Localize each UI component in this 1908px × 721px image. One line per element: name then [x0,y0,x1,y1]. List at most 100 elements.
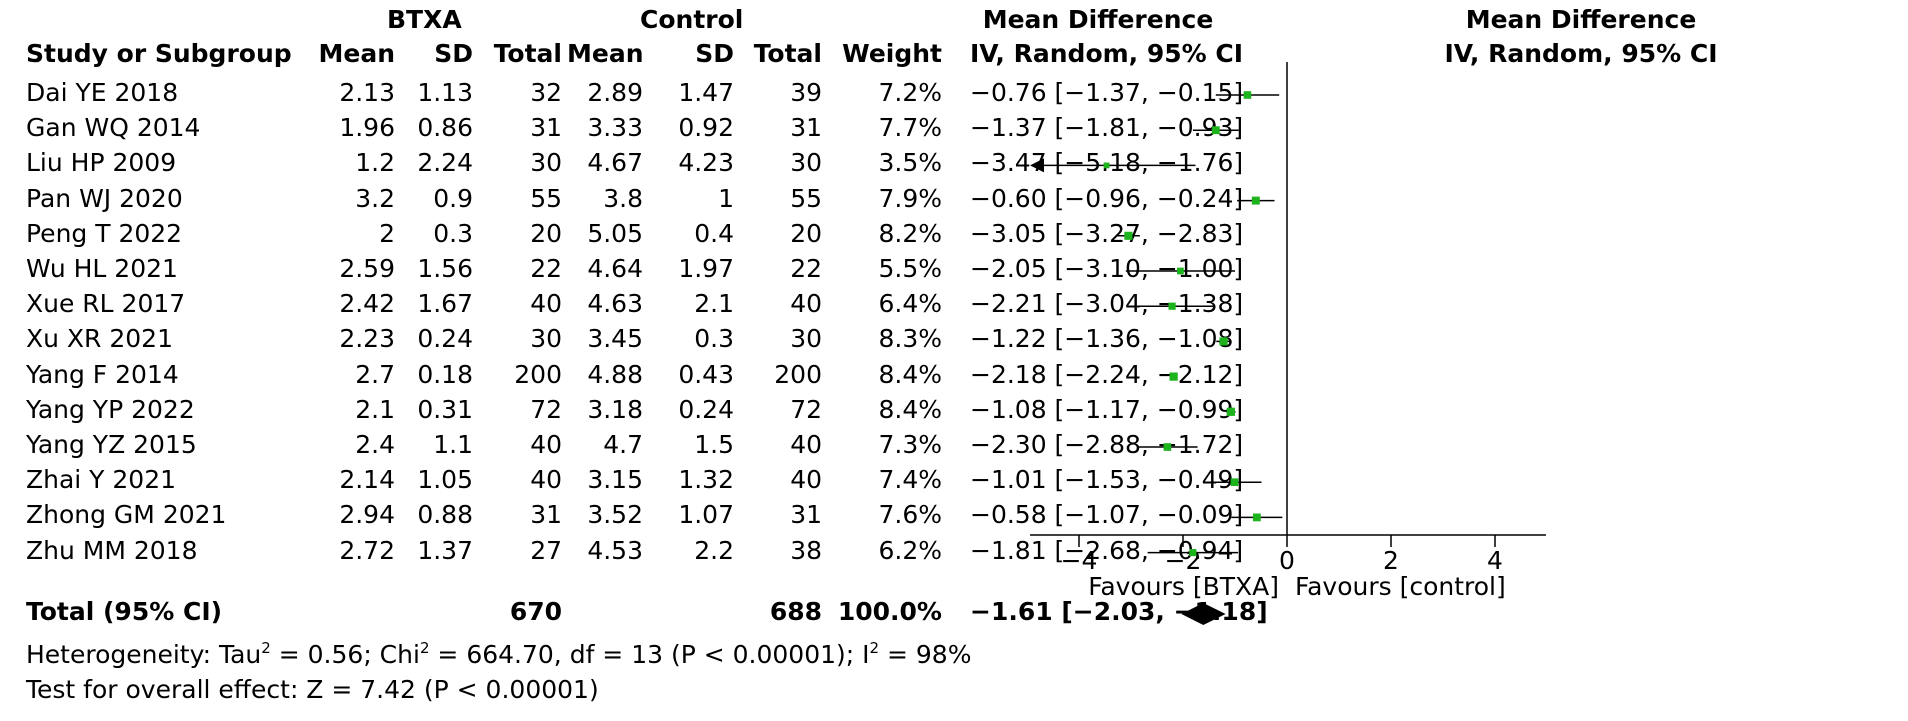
e-mean-cell: 2.4 [355,430,395,459]
c-sd-cell: 0.4 [694,218,734,248]
weight-cell: 7.7% [878,113,942,143]
ci-text-cell: −1.37 [−1.81, −0.93] [970,113,1244,143]
e-sd-cell: 0.24 [417,324,473,354]
e-total-cell: 40 [530,465,562,495]
c-total-cell: 40 [790,430,822,459]
c-mean-cell: 4.67 [587,148,643,178]
c-total-cell: 55 [790,183,822,213]
plot-title-header: Mean Difference [1465,5,1697,34]
effect-title-header: Mean Difference [982,5,1214,34]
x-tick-label: 4 [1487,546,1503,575]
e-mean-cell: 2.94 [339,500,395,530]
e-sd-cell: 1.56 [417,254,473,283]
e-total-header: Total [493,39,562,68]
weight-cell: 8.2% [878,218,942,248]
weight-cell: 8.4% [878,394,942,424]
c-sd-cell: 2.2 [694,535,734,565]
c-sd-cell: 1.97 [678,254,734,283]
study-name-cell: Dai YE 2018 [26,78,179,107]
effect-marker-8 [1219,337,1228,346]
ci-text-cell: −2.18 [−2.24, −2.12] [970,359,1244,389]
ci-text-cell: −0.76 [−1.37, −0.15] [970,78,1244,107]
plot-method-header: IV, Random, 95% CI [1444,39,1718,68]
e-mean-cell: 3.2 [355,183,395,213]
c-total-cell: 40 [790,465,822,495]
e-total-cell: 30 [530,324,562,354]
c-mean-cell: 4.63 [587,289,643,319]
c-mean-cell: 4.53 [587,535,643,565]
c-mean-header: Mean [567,39,644,68]
e-sd-cell: 0.18 [417,359,473,389]
effect-method-header: IV, Random, 95% CI [970,39,1244,68]
x-tick-label: 0 [1279,546,1295,575]
study-name-cell: Xue RL 2017 [26,289,186,319]
e-total-cell: 20 [530,218,562,248]
study-name-cell: Wu HL 2021 [26,254,178,283]
study-name-cell: Zhu MM 2018 [26,535,198,565]
study-name-cell: Peng T 2022 [26,218,183,248]
c-total-cell: 40 [790,289,822,319]
e-mean-cell: 2.14 [339,465,395,495]
weight-cell: 6.4% [878,289,942,319]
summary-diamond [1181,603,1226,625]
c-mean-cell: 3.45 [587,324,643,354]
e-total-cell: 31 [530,113,562,143]
e-total-cell: 32 [530,78,562,107]
weight-cell: 8.4% [878,359,942,389]
study-name-cell: Liu HP 2009 [26,148,177,178]
c-sd-cell: 1.5 [694,430,734,459]
x-tick-label: −4 [1061,546,1098,575]
e-mean-cell: 1.2 [355,148,395,178]
total-c-total: 688 [769,597,822,626]
study-name-cell: Zhai Y 2021 [26,465,177,495]
effect-marker-3 [1103,162,1110,169]
study-column-header: Study or Subgroup [26,39,292,68]
ci-text-cell: −1.01 [−1.53, −0.49] [970,465,1244,495]
c-total-cell: 72 [790,394,822,424]
c-total-cell: 31 [790,113,822,143]
effect-marker-11 [1163,443,1172,451]
x-tick-label: 2 [1383,546,1399,575]
ci-text-cell: −2.30 [−2.88, −1.72] [970,430,1244,459]
total-weight: 100.0% [837,597,942,626]
c-sd-cell: 1.07 [678,500,734,530]
favours-right-label: Favours [control] [1295,572,1506,601]
e-mean-cell: 2.72 [339,535,395,565]
e-total-cell: 200 [514,359,562,389]
weight-cell: 7.4% [878,465,942,495]
c-mean-cell: 3.33 [587,113,643,143]
overall-effect-text: Test for overall effect: Z = 7.42 (P < 0… [26,675,599,704]
c-mean-cell: 3.8 [603,183,643,213]
c-total-cell: 38 [790,535,822,565]
c-total-cell: 30 [790,148,822,178]
study-name-cell: Gan WQ 2014 [26,113,201,143]
e-mean-cell: 2.23 [339,324,395,354]
e-total-cell: 31 [530,500,562,530]
weight-cell: 7.2% [878,78,942,107]
ci-text-cell: −1.22 [−1.36, −1.08] [970,324,1244,354]
c-mean-cell: 3.52 [587,500,643,530]
c-sd-cell: 1.32 [678,465,734,495]
c-mean-cell: 3.18 [587,394,643,424]
e-sd-header: SD [434,39,473,68]
e-mean-cell: 2.7 [355,359,395,389]
weight-cell: 7.3% [878,430,942,459]
c-sd-cell: 4.23 [678,148,734,178]
effect-marker-13 [1252,513,1261,522]
c-sd-cell: 1.47 [678,78,734,107]
weight-cell: 7.9% [878,183,942,213]
ci-text-cell: −1.81 [−2.68, −0.94] [970,535,1244,565]
weight-cell: 5.5% [878,254,942,283]
c-total-cell: 22 [790,254,822,283]
effect-marker-9 [1169,372,1178,381]
ci-text-cell: −0.58 [−1.07, −0.09] [970,500,1244,530]
effect-marker-7 [1168,302,1176,310]
weight-header: Weight [842,39,942,68]
effect-marker-4 [1251,196,1260,205]
e-sd-cell: 1.13 [417,78,473,107]
ci-text-cell: −3.05 [−3.27, −2.83] [970,218,1244,248]
c-mean-cell: 4.64 [587,254,643,283]
effect-marker-10 [1226,407,1235,416]
